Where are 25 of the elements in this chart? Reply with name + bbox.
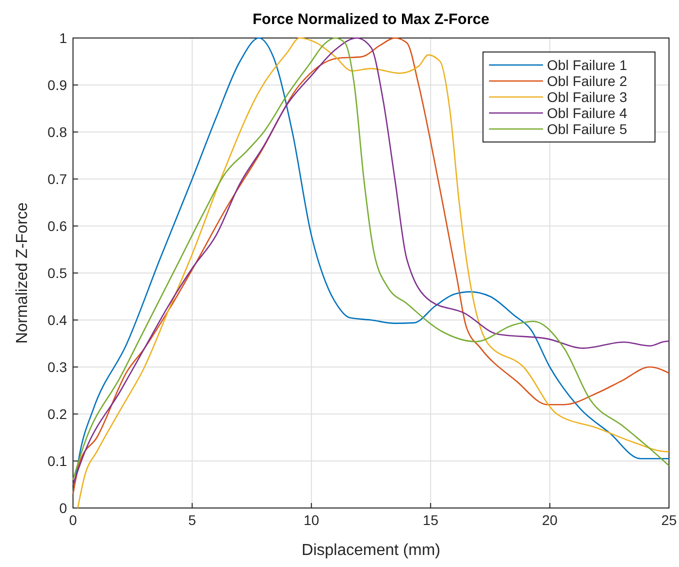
y-tick-label: 0.3 <box>48 359 68 375</box>
y-tick-label: 1 <box>59 30 68 46</box>
y-axis-title: Normalized Z-Force <box>14 202 31 344</box>
x-tick-label: 5 <box>188 512 196 528</box>
y-tick-label: 0.9 <box>48 77 68 93</box>
y-tick-label: 0.7 <box>48 171 68 187</box>
legend-label: Obl Failure 3 <box>547 89 628 105</box>
y-tick-label: 0.8 <box>48 124 68 140</box>
y-tick-label: 0.4 <box>48 312 68 328</box>
legend-label: Obl Failure 1 <box>547 57 628 73</box>
x-tick-label: 10 <box>304 512 320 528</box>
y-tick-label: 0.5 <box>48 265 68 281</box>
x-tick-label: 25 <box>661 512 677 528</box>
x-tick-label: 0 <box>69 512 78 528</box>
x-axis-title: Displacement (mm) <box>302 542 440 559</box>
y-tick-label: 0 <box>59 500 68 516</box>
x-tick-label: 15 <box>422 512 439 528</box>
y-tick-label: 0.1 <box>48 453 68 469</box>
chart-title: Force Normalized to Max Z-Force <box>252 11 490 28</box>
legend-label: Obl Failure 2 <box>547 73 628 89</box>
legend-label: Obl Failure 5 <box>547 121 628 137</box>
y-tick-label: 0.6 <box>48 218 68 234</box>
legend-label: Obl Failure 4 <box>547 105 628 121</box>
x-tick-label: 20 <box>542 512 558 528</box>
y-tick-label: 0.2 <box>48 406 68 422</box>
